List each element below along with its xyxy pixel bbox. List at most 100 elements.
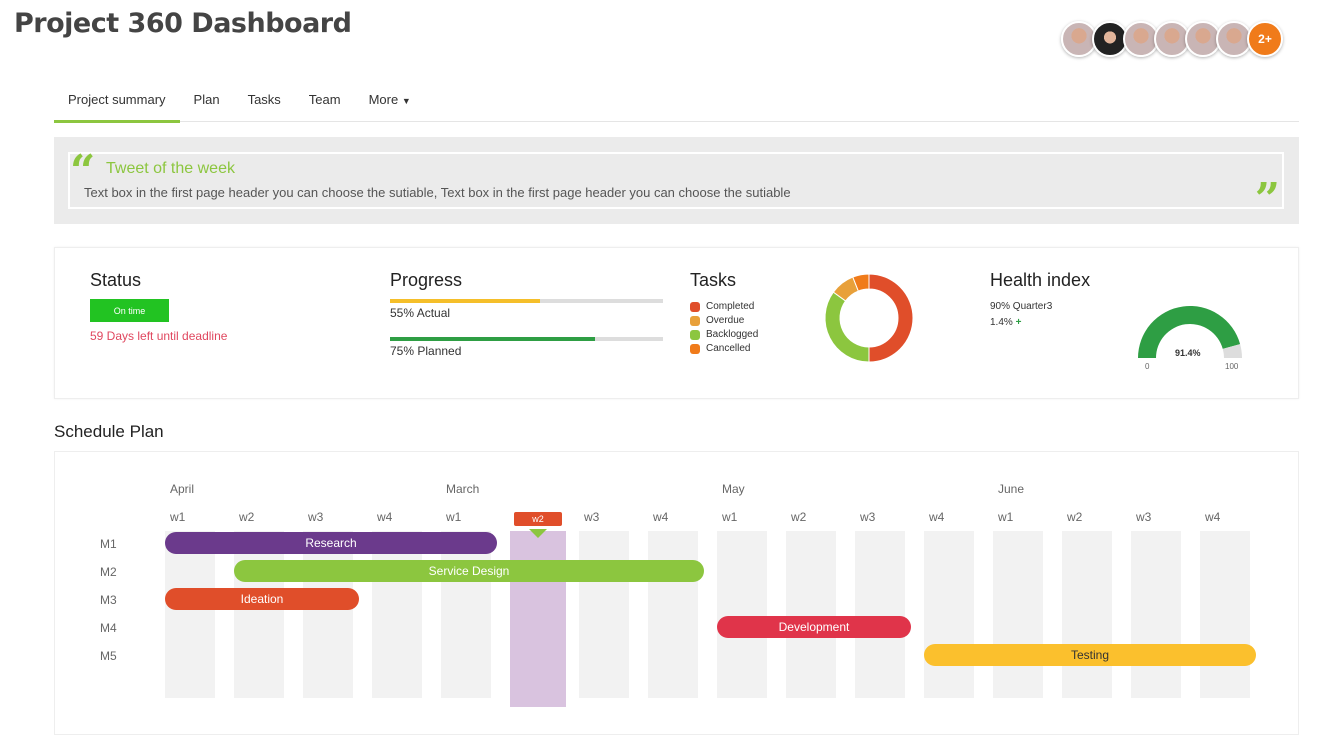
- row-label: M5: [100, 649, 117, 663]
- open-quote-icon: “: [70, 146, 96, 197]
- schedule-gantt: w1 w2 w3 w4 w1 w2 w3 w4 w1 w2 w3 w4 w1 w2 w3 w4 April Mar…: [54, 451, 1299, 735]
- avatar[interactable]: [1092, 21, 1128, 57]
- tweet-text: Text box in the first page header you ca…: [84, 185, 791, 200]
- planned-progress-bar: [390, 337, 663, 341]
- legend-item: Overdue: [690, 315, 758, 326]
- page-title: Project 360 Dashboard: [14, 8, 352, 39]
- health-change: 1.4% +: [990, 317, 1021, 328]
- month-label: May: [722, 482, 745, 496]
- status-badge: On time: [90, 299, 169, 322]
- legend-swatch: [690, 315, 700, 326]
- gauge-fill: [1138, 305, 1241, 358]
- row-label: M3: [100, 593, 117, 607]
- week-label: w3: [1136, 510, 1152, 524]
- week-column: [786, 531, 836, 698]
- week-label: w4: [1205, 510, 1221, 524]
- more-members-badge[interactable]: 2+: [1247, 21, 1283, 57]
- week-column: [303, 531, 353, 698]
- donut-slice-completed: [868, 273, 914, 363]
- week-column: [234, 531, 284, 698]
- week-label: w1: [446, 510, 462, 524]
- week-label: w4: [377, 510, 393, 524]
- tab-project-summary[interactable]: Project summary: [54, 88, 180, 123]
- week-column: [372, 531, 422, 698]
- week-column: [855, 531, 905, 698]
- close-quote-icon: ”: [1254, 174, 1280, 225]
- week-column: [648, 531, 698, 698]
- task-bar-research[interactable]: Research: [165, 532, 497, 554]
- row-label: M2: [100, 565, 117, 579]
- row-label: M4: [100, 621, 117, 635]
- team-avatars[interactable]: 2+: [1061, 21, 1283, 57]
- tab-more-label: More: [368, 92, 399, 107]
- week-column: [441, 531, 491, 698]
- week-label: w4: [929, 510, 945, 524]
- gauge-max: 100: [1225, 362, 1239, 371]
- task-bar-ideation[interactable]: Ideation: [165, 588, 359, 610]
- donut-slice-backlogged: [824, 291, 870, 363]
- week-column: [165, 531, 215, 698]
- health-change-value: 1.4%: [990, 317, 1013, 328]
- week-label: w2: [791, 510, 807, 524]
- avatar[interactable]: [1123, 21, 1159, 57]
- week-label: w1: [170, 510, 186, 524]
- health-quarter: 90% Quarter3: [990, 301, 1053, 312]
- legend-item: Completed: [690, 301, 758, 312]
- week-label: w2: [239, 510, 255, 524]
- legend-swatch: [690, 301, 700, 312]
- tasks-legend: Completed Overdue Backlogged Cancelled: [690, 301, 758, 357]
- row-label: M1: [100, 537, 117, 551]
- tweet-title: Tweet of the week: [106, 160, 235, 177]
- actual-label: 55% Actual: [390, 306, 451, 320]
- legend-item: Backlogged: [690, 329, 758, 340]
- progress-title: Progress: [390, 270, 463, 290]
- week-column: [1062, 531, 1112, 698]
- deadline-text: 59 Days left until deadline: [90, 329, 228, 343]
- status-title: Status: [90, 270, 142, 290]
- week-label: w3: [584, 510, 600, 524]
- current-week-marker: w2: [514, 512, 562, 526]
- tab-tasks[interactable]: Tasks: [247, 92, 281, 107]
- task-bar-testing[interactable]: Testing: [924, 644, 1256, 666]
- health-gauge: [1138, 305, 1242, 358]
- week-column: [579, 531, 629, 698]
- week-label: w3: [860, 510, 876, 524]
- tab-team[interactable]: Team: [308, 92, 341, 107]
- tab-plan[interactable]: Plan: [193, 92, 220, 107]
- task-bar-development[interactable]: Development: [717, 616, 911, 638]
- week-column: [717, 531, 767, 698]
- gauge-value: 91.4%: [1175, 348, 1201, 358]
- legend-label: Completed: [706, 301, 755, 312]
- health-title: Health index: [990, 270, 1091, 290]
- week-label: w1: [998, 510, 1014, 524]
- legend-label: Backlogged: [706, 329, 759, 340]
- plus-icon: +: [1015, 317, 1022, 328]
- tab-more[interactable]: More ▼: [355, 88, 425, 122]
- avatar[interactable]: [1061, 21, 1097, 57]
- legend-label: Overdue: [706, 315, 745, 326]
- avatar[interactable]: [1185, 21, 1221, 57]
- donut-slice-cancelled: [852, 273, 870, 292]
- month-label: June: [998, 482, 1025, 496]
- tasks-donut-chart: [824, 273, 914, 363]
- tab-bar: Project summary Plan Tasks Team More ▼: [54, 88, 1299, 123]
- legend-item: Cancelled: [690, 343, 758, 354]
- actual-progress-bar: [390, 299, 663, 303]
- week-column: [924, 531, 974, 698]
- legend-label: Cancelled: [706, 343, 751, 354]
- tasks-title: Tasks: [690, 270, 737, 290]
- week-column: [1200, 531, 1250, 698]
- current-week-column: [510, 531, 566, 707]
- week-label: w4: [653, 510, 669, 524]
- gauge-remainder: [1222, 344, 1242, 358]
- schedule-title: Schedule Plan: [54, 422, 164, 441]
- week-label: w1: [722, 510, 738, 524]
- week-column: [993, 531, 1043, 698]
- current-week-pointer: [529, 529, 547, 538]
- week-column: [1131, 531, 1181, 698]
- month-label: March: [446, 482, 480, 496]
- legend-swatch: [690, 343, 700, 354]
- week-label: w3: [308, 510, 324, 524]
- task-bar-service-design[interactable]: Service Design: [234, 560, 704, 582]
- caret-down-icon: ▼: [401, 96, 411, 106]
